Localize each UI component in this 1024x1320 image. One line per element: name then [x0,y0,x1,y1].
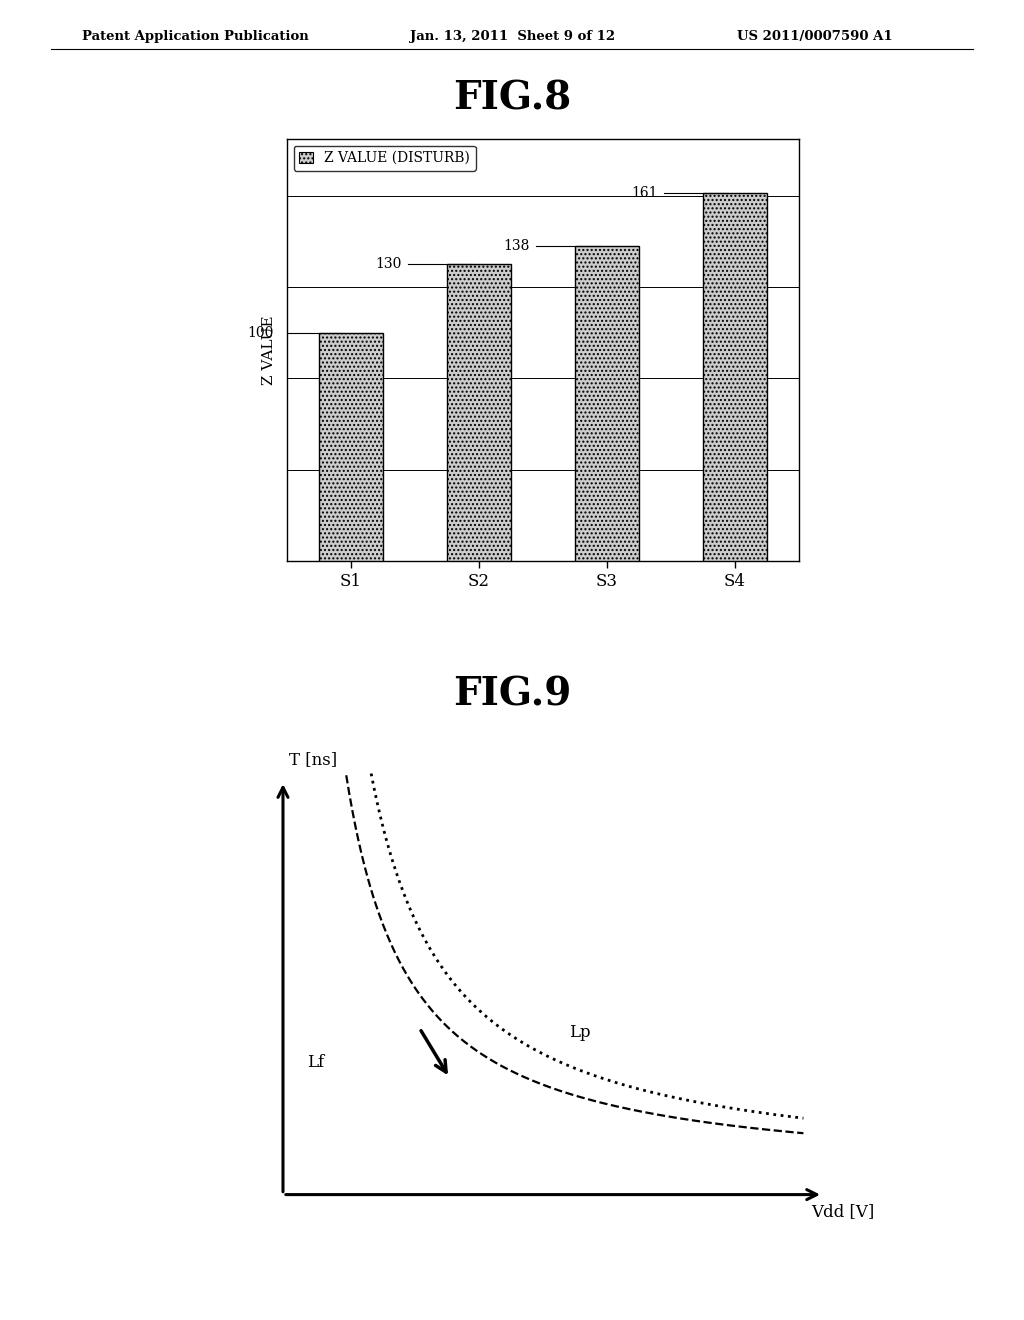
Y-axis label: Z VALUE: Z VALUE [261,315,275,384]
Text: 100: 100 [248,326,274,339]
Text: 161: 161 [632,186,658,201]
Bar [318,333,383,561]
Text: 138: 138 [504,239,530,253]
Text: Lp: Lp [569,1024,591,1041]
Text: Vdd [V]: Vdd [V] [811,1204,874,1221]
Text: FIG.8: FIG.8 [453,79,571,117]
Bar [574,246,639,561]
Text: T [ns]: T [ns] [290,751,338,768]
Text: Jan. 13, 2011  Sheet 9 of 12: Jan. 13, 2011 Sheet 9 of 12 [410,30,614,44]
Text: 130: 130 [376,257,401,271]
Text: FIG.9: FIG.9 [453,676,571,714]
Text: Lf: Lf [307,1053,325,1071]
Bar [702,194,767,561]
Text: US 2011/0007590 A1: US 2011/0007590 A1 [737,30,893,44]
Legend: Z VALUE (DISTURB): Z VALUE (DISTURB) [294,145,476,170]
Bar [446,264,511,561]
Text: Patent Application Publication: Patent Application Publication [82,30,308,44]
